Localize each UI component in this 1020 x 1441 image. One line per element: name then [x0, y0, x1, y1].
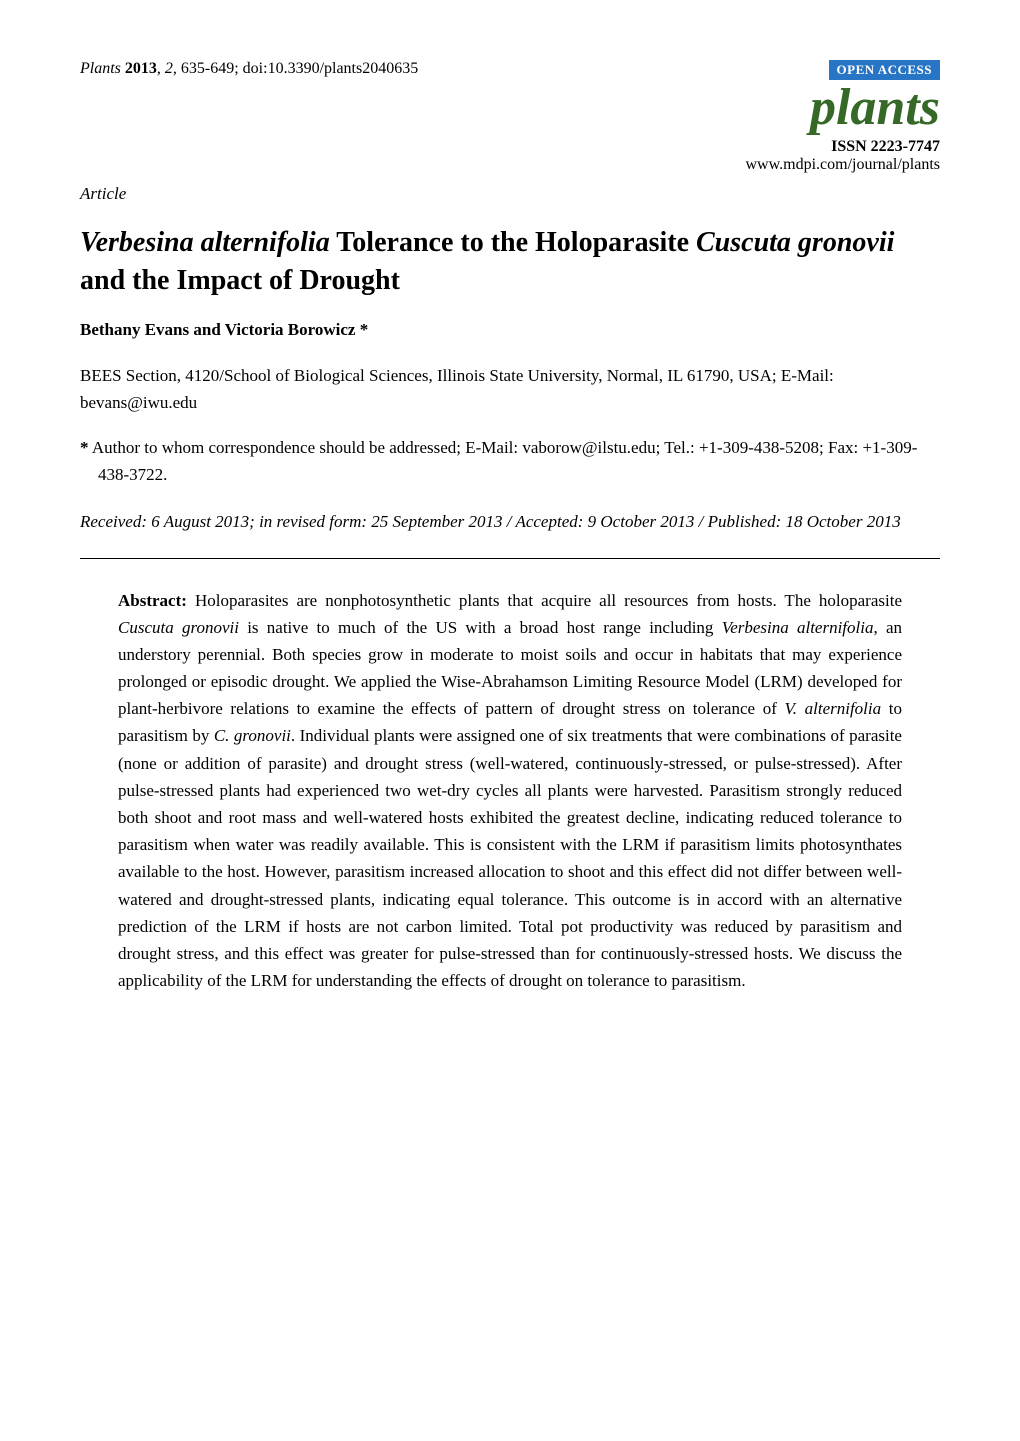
- article-title: Verbesina alternifolia Tolerance to the …: [80, 224, 940, 300]
- abstract-sp3: V. alternifolia: [785, 699, 882, 718]
- title-part2: Tolerance to the Holoparasite: [330, 227, 696, 258]
- affiliation: BEES Section, 4120/School of Biological …: [80, 362, 940, 416]
- title-species-1: Verbesina alternifolia: [80, 227, 330, 258]
- open-access-badge: OPEN ACCESS: [829, 60, 940, 80]
- header-row: Plants 2013, 2, 635-649; doi:10.3390/pla…: [80, 60, 940, 174]
- horizontal-rule: [80, 558, 940, 559]
- citation-doi: doi:10.3390/plants2040635: [243, 60, 419, 77]
- abstract-label: Abstract:: [118, 591, 187, 610]
- citation-pages: 635-649: [181, 60, 234, 77]
- correspondence-marker: *: [80, 438, 89, 457]
- abstract-seg5: . Individual plants were assigned one of…: [118, 726, 902, 990]
- authors: Bethany Evans and Victoria Borowicz *: [80, 320, 940, 340]
- abstract: Abstract: Holoparasites are nonphotosynt…: [118, 587, 902, 995]
- journal-url: www.mdpi.com/journal/plants: [746, 156, 941, 174]
- abstract-sp4: C. gronovii: [214, 726, 291, 745]
- abstract-seg1: Holoparasites are nonphotosynthetic plan…: [187, 591, 902, 610]
- citation-year: 2013: [125, 60, 157, 77]
- title-part4: and the Impact of Drought: [80, 265, 400, 296]
- abstract-sp2: Verbesina alternifolia: [722, 618, 874, 637]
- journal-brand-box: OPEN ACCESS plants ISSN 2223-7747 www.md…: [746, 60, 941, 174]
- title-species-2: Cuscuta gronovii: [696, 227, 894, 258]
- citation-issue: 2: [165, 60, 173, 77]
- citation-journal: Plants: [80, 60, 121, 77]
- citation: Plants 2013, 2, 635-649; doi:10.3390/pla…: [80, 60, 418, 78]
- journal-logo: plants: [746, 82, 941, 134]
- correspondence: * Author to whom correspondence should b…: [80, 434, 940, 488]
- issn-label: ISSN 2223-7747: [746, 138, 941, 156]
- article-type: Article: [80, 184, 940, 204]
- abstract-sp1: Cuscuta gronovii: [118, 618, 239, 637]
- correspondence-text: Author to whom correspondence should be …: [92, 438, 918, 484]
- abstract-seg2: is native to much of the US with a broad…: [239, 618, 722, 637]
- article-dates: Received: 6 August 2013; in revised form…: [80, 508, 940, 535]
